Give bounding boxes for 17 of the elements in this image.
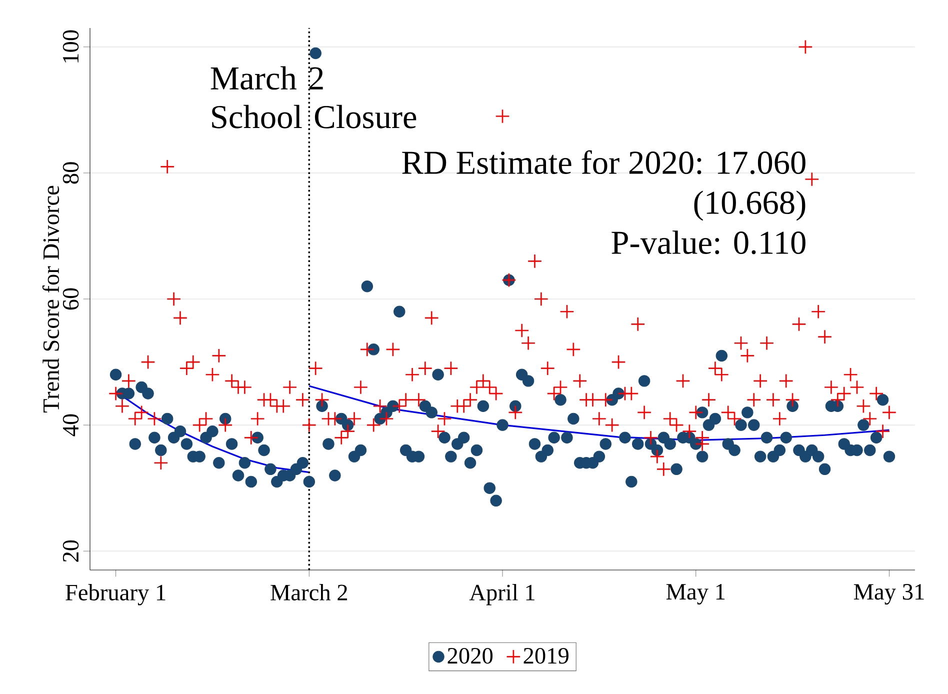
x-tick-label: April 1 — [469, 584, 534, 606]
y-tick-label: 100 — [62, 30, 79, 62]
x-tick-label: May 1 — [666, 584, 725, 604]
annotation: (10.668) — [694, 190, 806, 221]
y-tick-label: 20 — [62, 540, 79, 562]
ref-line-label: March 2 School Closure — [210, 66, 416, 128]
x-tick-label: February 1 — [66, 584, 166, 606]
legend-label: 2019 — [524, 648, 568, 664]
annotation: RD Estimate for 2020: 17.060 — [402, 150, 806, 174]
x-tick-label: March 2 — [270, 584, 348, 600]
y-tick-label: 60 — [62, 288, 79, 310]
annotation: P-value: 0.110 — [612, 230, 806, 254]
y-tick-label: 40 — [62, 414, 79, 436]
legend-label: 2020 — [448, 648, 493, 664]
y-axis-title: Trend Score for Divorce — [42, 186, 60, 413]
y-tick-label: 80 — [62, 162, 79, 184]
x-tick-label: May 31 — [854, 584, 924, 605]
